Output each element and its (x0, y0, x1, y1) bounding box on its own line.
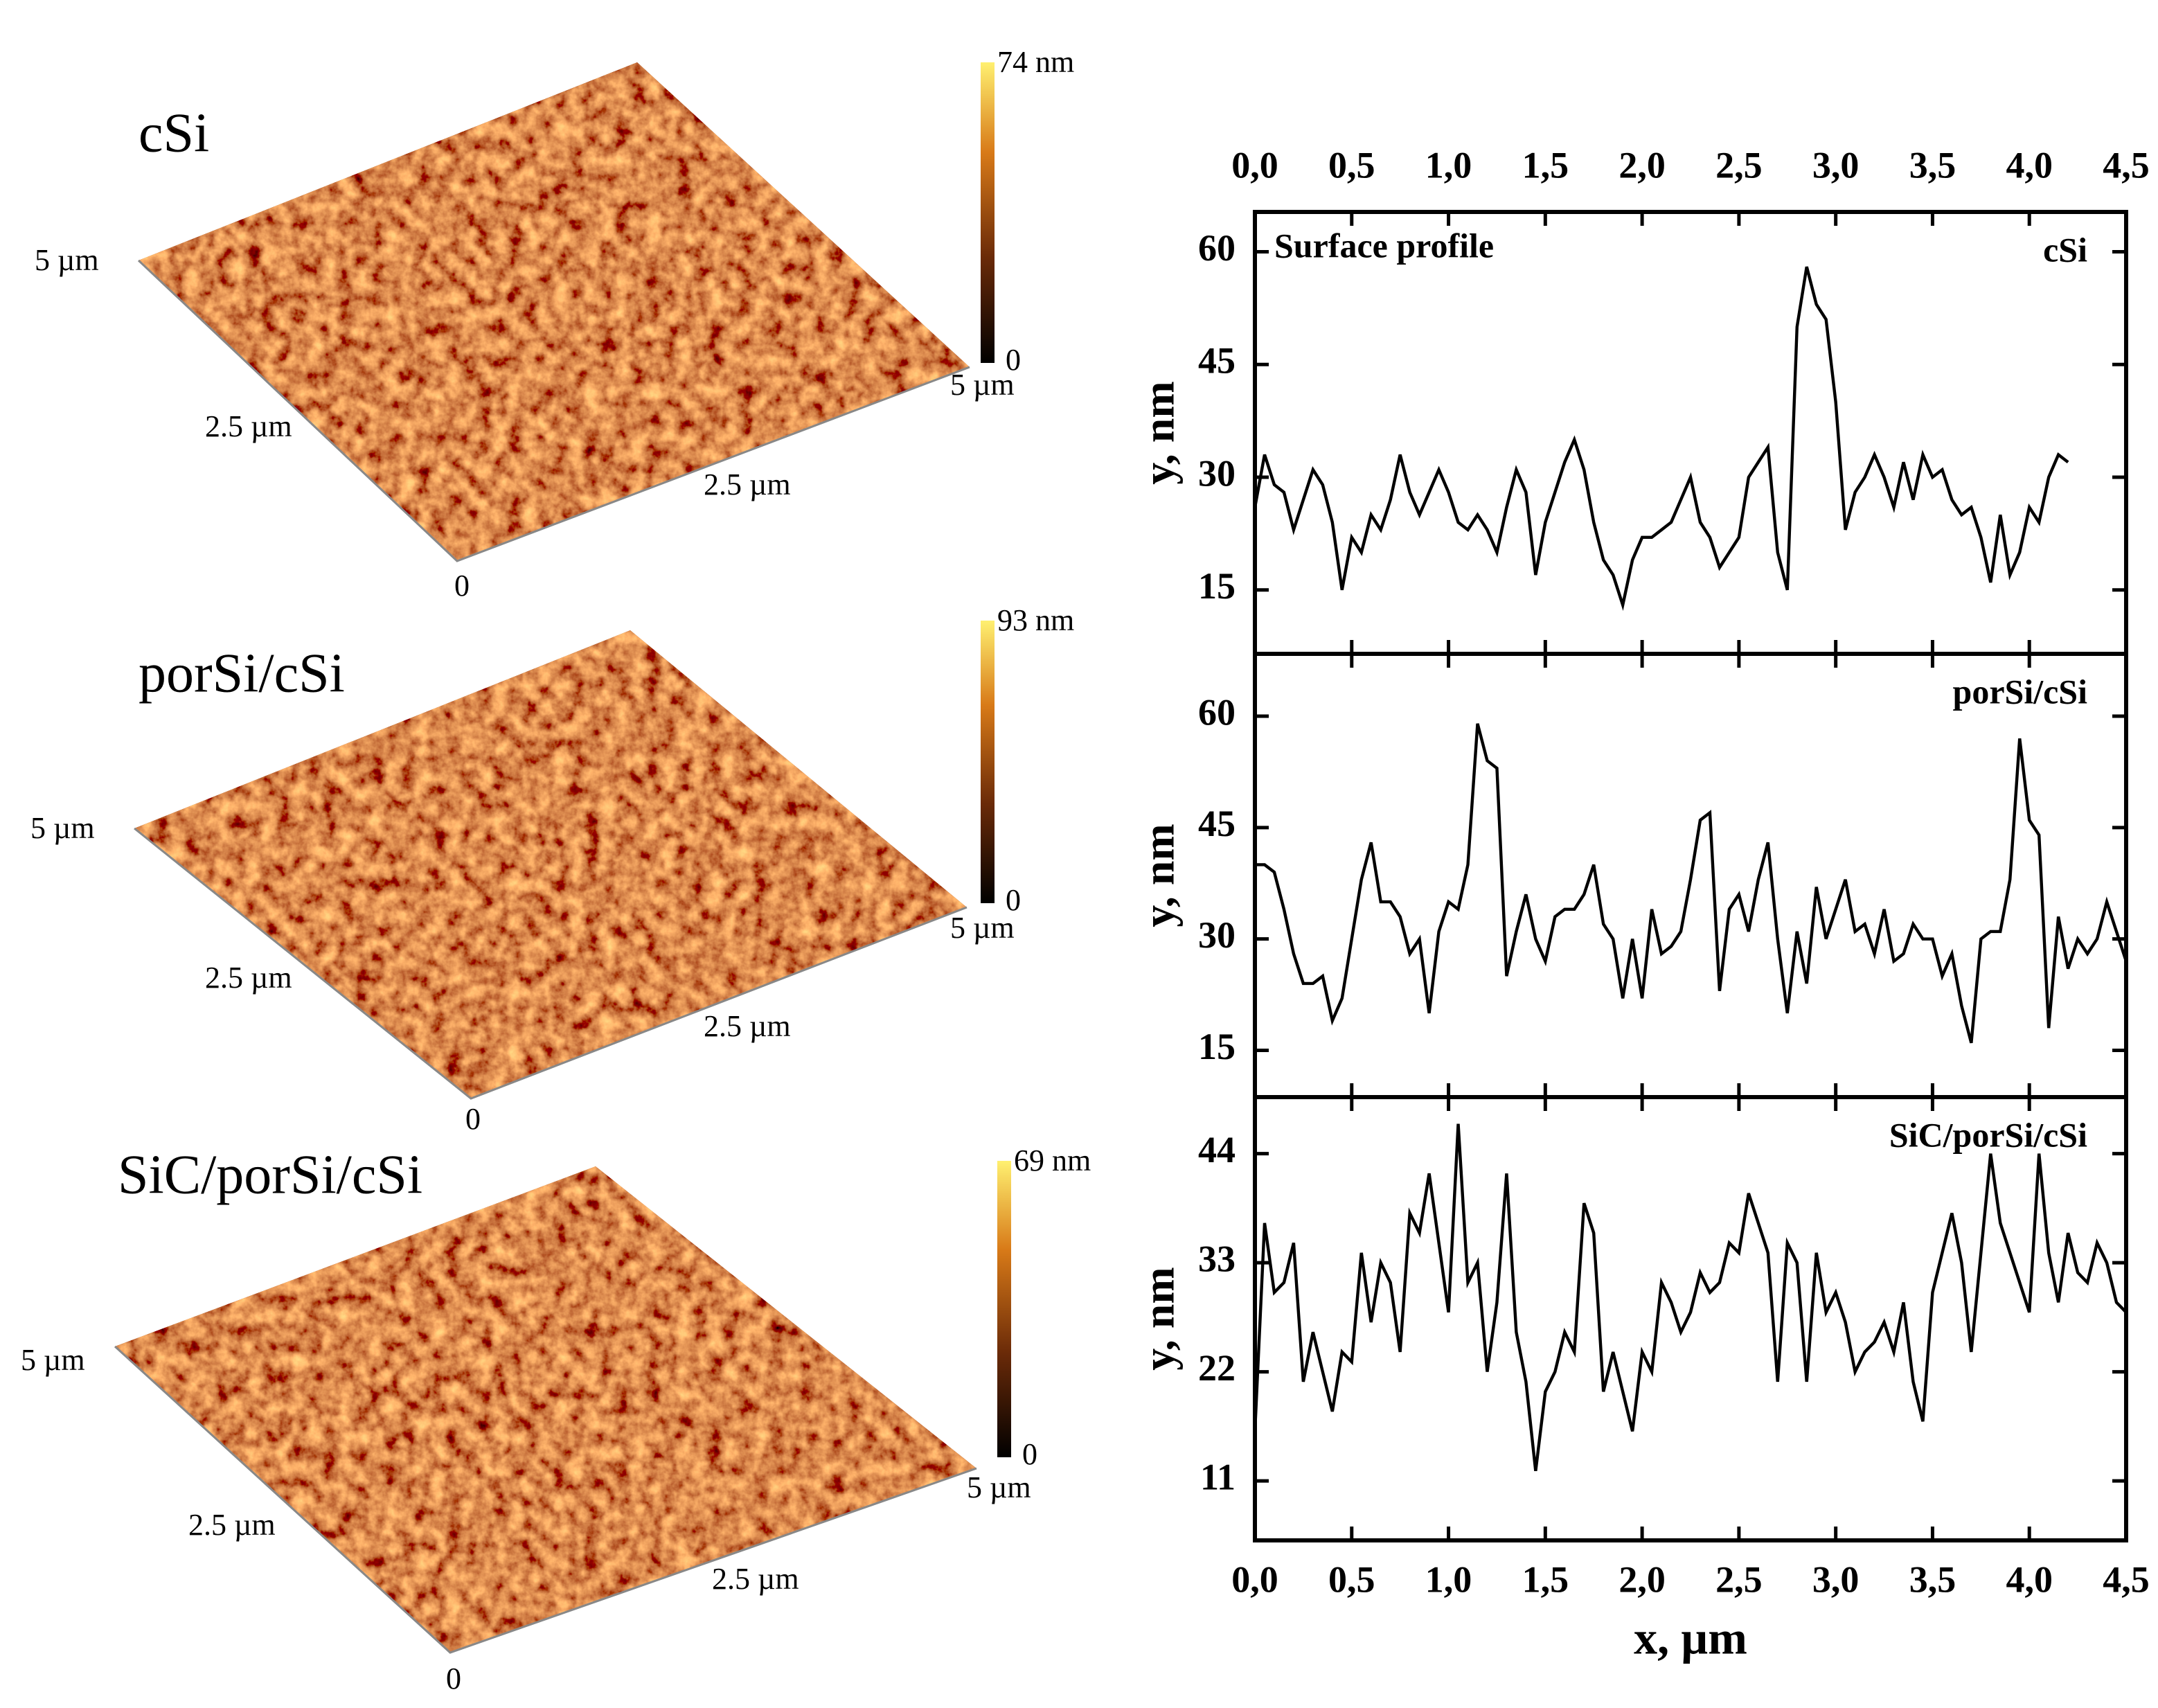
colorbar (997, 1161, 1011, 1457)
profile-line (1255, 266, 2069, 611)
x-tick-label: 4,5 (2103, 144, 2150, 186)
afm-axis-label: 2.5 µm (704, 1009, 791, 1043)
x-tick-label: 2,5 (1715, 144, 1763, 186)
y-tick-label: 45 (1198, 340, 1236, 382)
x-tick-label: 4,0 (2006, 144, 2053, 186)
y-axis-label: y, nm (1134, 824, 1184, 927)
afm-axis-label: 5 µm (967, 1470, 1031, 1504)
x-tick-label: 1,5 (1522, 144, 1569, 186)
x-tick-label: 4,5 (2103, 1558, 2150, 1600)
y-tick-label: 44 (1198, 1129, 1236, 1171)
colorbar-max: 74 nm (997, 45, 1074, 79)
afm-axis-label: 2.5 µm (188, 1508, 276, 1542)
afm-title: porSi/cSi (139, 643, 345, 704)
afm-title: cSi (139, 103, 209, 163)
colorbar (981, 62, 995, 363)
x-tick-label: 3,5 (1909, 144, 1956, 186)
afm-axis-edge (137, 259, 970, 562)
x-tick-label: 2,0 (1618, 1558, 1666, 1600)
x-tick-label: 1,0 (1425, 1558, 1472, 1600)
x-tick-label: 1,5 (1522, 1558, 1569, 1600)
afm-axis-edge (134, 827, 967, 1100)
x-tick-label: 1,0 (1425, 144, 1472, 186)
afm-axis-label: 2.5 µm (205, 961, 292, 995)
colorbar-max: 69 nm (1014, 1144, 1091, 1177)
x-tick-label: 2,5 (1715, 1558, 1763, 1600)
y-tick-label: 30 (1198, 914, 1236, 956)
y-tick-label: 45 (1198, 803, 1236, 844)
colorbar (981, 621, 995, 903)
x-tick-label: 3,5 (1909, 1558, 1956, 1600)
afm-axis-label: 5 µm (21, 1343, 85, 1377)
y-tick-label: 11 (1200, 1456, 1236, 1497)
plot-frame (1253, 210, 2128, 656)
y-tick-label: 15 (1198, 565, 1236, 607)
y-tick-label: 30 (1198, 452, 1236, 494)
x-tick-label: 0,5 (1328, 1558, 1375, 1600)
y-tick-label: 22 (1198, 1347, 1236, 1389)
x-axis-label: x, µm (1634, 1612, 1747, 1664)
sample-label: porSi/cSi (1953, 672, 2088, 711)
afm-surface (134, 630, 967, 1098)
y-axis-label: y, nm (1134, 1267, 1184, 1370)
afm-axis-edge (114, 1345, 977, 1654)
sample-label: SiC/porSi/cSi (1889, 1115, 2087, 1154)
colorbar-min: 0 (1006, 883, 1021, 917)
colorbar-min: 0 (1022, 1437, 1037, 1471)
profile-line (1255, 723, 2126, 1044)
y-axis-label: y, nm (1134, 381, 1184, 484)
afm-surface (115, 1166, 977, 1653)
y-tick-label: 60 (1198, 691, 1236, 733)
y-tick-label: 33 (1198, 1238, 1236, 1279)
y-tick-label: 15 (1198, 1026, 1236, 1067)
colorbar-max: 93 nm (997, 603, 1074, 637)
x-tick-label: 2,0 (1618, 144, 1666, 186)
sample-label: cSi (2043, 230, 2087, 269)
afm-axis-label: 0 (446, 1662, 461, 1696)
colorbar-min: 0 (1006, 343, 1021, 377)
afm-axis-label: 0 (454, 569, 470, 603)
x-tick-label: 4,0 (2006, 1558, 2053, 1600)
afm-axis-label: 2.5 µm (712, 1562, 799, 1596)
afm-axis-label: 5 µm (35, 243, 99, 277)
plot-frame (1253, 1095, 2128, 1542)
afm-axis-label: 2.5 µm (704, 468, 791, 501)
afm-surface (139, 62, 970, 561)
x-tick-label: 0,0 (1231, 1558, 1278, 1600)
afm-axis-label: 5 µm (950, 368, 1015, 402)
profile-line (1255, 1123, 2126, 1472)
x-tick-label: 3,0 (1812, 1558, 1860, 1600)
afm-title: SiC/porSi/cSi (118, 1144, 422, 1205)
afm-axis-label: 0 (465, 1102, 481, 1136)
afm-axis-label: 5 µm (950, 911, 1015, 945)
x-tick-label: 0,5 (1328, 144, 1375, 186)
afm-axis-label: 5 µm (30, 811, 95, 845)
annotation: Surface profile (1274, 226, 1494, 265)
afm-axis-label: 2.5 µm (205, 409, 292, 443)
y-tick-label: 60 (1198, 227, 1236, 269)
x-tick-label: 3,0 (1812, 144, 1860, 186)
x-tick-label: 0,0 (1231, 144, 1278, 186)
